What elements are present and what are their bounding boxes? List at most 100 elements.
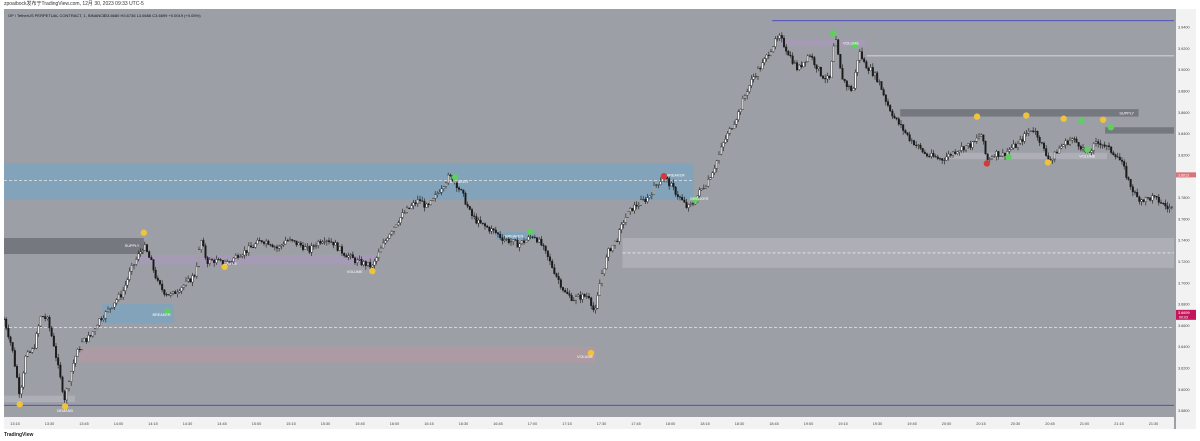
candle-body [514,239,517,241]
annotation-label: VOLUME [1079,155,1096,159]
candle-body [826,75,829,80]
candle-body [1038,137,1041,143]
x-tick-label: 19:15 [838,422,848,426]
marker-green [526,228,534,235]
x-tick-label: 13:30 [45,422,55,426]
candle-body [551,260,554,268]
candle-body [317,240,320,246]
candle-body [880,81,883,90]
candle-body [347,255,350,258]
candle-body [631,208,634,211]
candle-body [475,216,478,224]
candle-body [1170,206,1173,208]
candle-body [1010,147,1013,150]
marker-yellow [369,267,376,275]
candle-body [943,159,946,161]
candle-body [939,158,942,160]
candle-body [289,239,292,241]
candle-body [1114,154,1117,157]
candle-body [865,61,868,69]
candle-body [80,341,83,350]
y-tick-label: 3.7800 [1178,196,1190,200]
candle-body [733,124,736,129]
candle-body [215,259,218,263]
x-tick-label: 18:45 [769,422,779,426]
candle-body [728,128,731,134]
candle-body [11,342,14,351]
marker-green [830,30,837,37]
candle-body [115,299,118,304]
candle-body [458,187,461,190]
candle-body [1168,207,1171,209]
candle-body [180,287,183,292]
candle-body [22,372,25,388]
candle-body [1036,131,1039,138]
candle-body [72,363,75,372]
candle-body [629,208,632,213]
candle-body [1162,202,1165,204]
candle-body [540,238,543,246]
candle-body [837,39,840,55]
candle-body [217,259,220,261]
candle-body [655,184,658,186]
candle-body [297,242,300,246]
candle-body [63,391,66,401]
candle-body [106,308,109,312]
candle-body [1014,143,1017,148]
x-tick-label: 18:30 [735,422,745,426]
candle-body [887,101,890,106]
candle-body [50,327,53,337]
chart-frame[interactable]: DEMAND SUPPLY TRIPLE VOLUME BREAKER BREAKER BR… [2,9,1196,429]
candle-body [832,45,835,62]
x-tick-label: 16:15 [424,422,434,426]
axis-layer: 3.9400 3.9200 3.9000 3.8800 3.8600 3.8400 3.82… [4,9,1196,429]
price-chart[interactable]: DEMAND SUPPLY TRIPLE VOLUME BREAKER BREAKER BR… [2,9,1196,429]
candle-body [421,200,424,202]
candle-body [494,229,497,233]
candle-body [980,134,983,137]
candle-body [952,151,955,156]
y-tick-label: 3.7000 [1178,281,1190,285]
candle-body [403,212,406,214]
candle-body [828,75,831,78]
annotation-label: DEMAND [57,409,74,413]
last-price-value: 3.6699 [1178,311,1190,315]
candle-body [1129,179,1132,187]
candle-body [156,277,159,281]
y-tick-label: 3.6000 [1178,388,1190,392]
x-tick-label: 18:00 [666,422,676,426]
candle-body [819,66,822,77]
candle-body [659,181,662,185]
candle-body [904,130,907,133]
candle-body [507,238,510,243]
candle-body [1123,161,1126,167]
zone-light [949,152,1108,160]
candle-body [605,256,608,270]
candle-body [1019,139,1022,144]
candle-body [425,203,428,208]
candle-body [102,318,105,320]
candle-body [369,261,372,268]
candle-body [1042,142,1045,149]
last-price-countdown: 00:03 [1179,315,1188,319]
candle-body [158,280,161,285]
candle-body [1146,197,1149,199]
candle-body [1157,196,1160,203]
footer: TradingView [0,430,1200,441]
candle-body [139,251,142,255]
candle-body [709,177,712,180]
candle-body [434,194,437,199]
candle-body [854,72,857,89]
candle-body [590,297,593,306]
last-price-tag [1176,309,1196,320]
annotation-label: BREAKER [450,180,468,184]
candle-body [908,134,911,141]
candle-body [152,259,155,271]
marker-green [692,196,699,203]
candle-body [176,292,179,294]
candle-body [202,240,205,246]
candle-body [793,62,796,64]
candle-body [780,35,783,39]
candle-body [518,243,521,248]
candle-body [1012,143,1015,149]
